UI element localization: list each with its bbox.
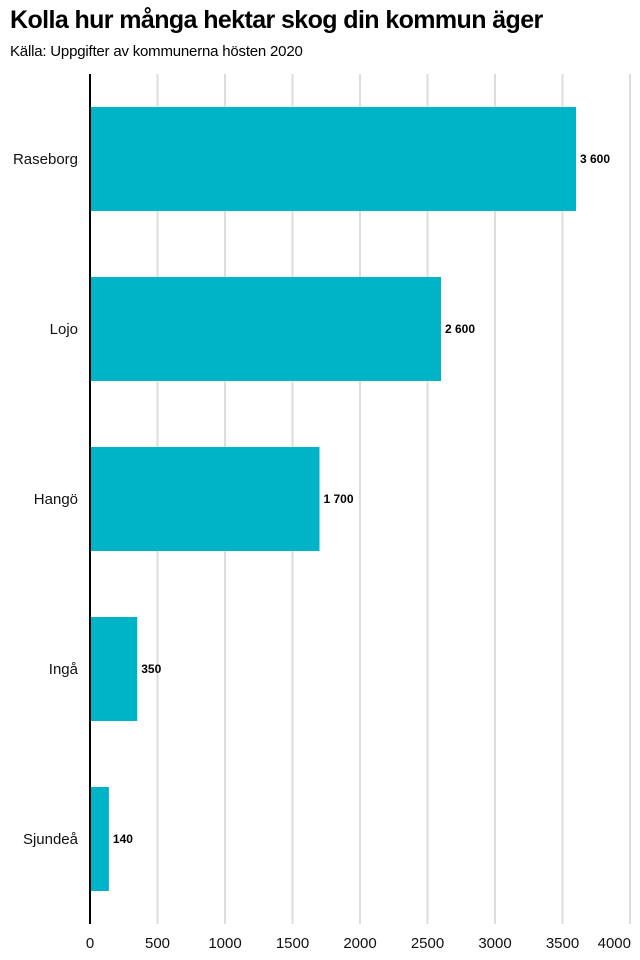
value-label-hangö: 1 700 [324, 492, 354, 506]
value-label-sjundeå: 140 [113, 832, 133, 846]
x-tick-label-1500: 1500 [276, 935, 309, 952]
value-label-ingå: 350 [141, 662, 161, 676]
value-label-raseborg: 3 600 [580, 152, 610, 166]
value-label-lojo: 2 600 [445, 322, 475, 336]
bar-lojo [90, 277, 441, 381]
x-tick-label-2000: 2000 [343, 935, 376, 952]
x-tick-label-2500: 2500 [411, 935, 444, 952]
x-tick-label-500: 500 [145, 935, 170, 952]
x-tick-label-3500: 3500 [546, 935, 579, 952]
x-tick-label-4000: 4000 [598, 935, 631, 952]
x-tick-label-3000: 3000 [478, 935, 511, 952]
category-label-hangö: Hangö [34, 491, 78, 508]
chart-title: Kolla hur många hektar skog din kommun ä… [10, 6, 543, 34]
category-label-sjundeå: Sjundeå [23, 831, 79, 848]
labels: 0 500 1000 1500 2000 2500 3000 3500 4000 Raseborg… [13, 151, 631, 952]
x-tick-label-1000: 1000 [208, 935, 241, 952]
bar-raseborg [90, 107, 576, 211]
category-label-ingå: Ingå [49, 661, 79, 678]
bar-hangö [90, 447, 320, 551]
x-tick-label-0: 0 [86, 935, 94, 952]
category-label-raseborg: Raseborg [13, 151, 78, 168]
bar-sjundeå [90, 787, 109, 891]
chart-subtitle: Källa: Uppgifter av kommunerna hösten 20… [10, 43, 303, 60]
bars [90, 107, 576, 891]
bar-ingå [90, 617, 138, 721]
category-label-lojo: Lojo [50, 321, 78, 338]
